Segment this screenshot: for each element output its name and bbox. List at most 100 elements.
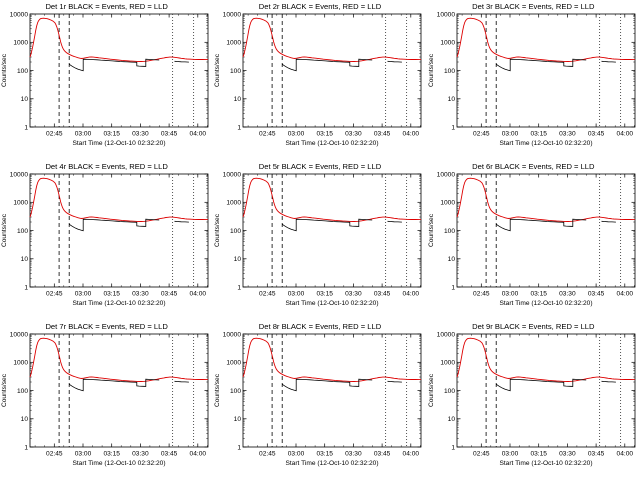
svg-text:Counts/sec: Counts/sec [1,53,8,87]
svg-text:1000: 1000 [227,360,242,367]
svg-text:Start Time (12-Oct-10 02:32:20: Start Time (12-Oct-10 02:32:20) [499,300,592,307]
svg-text:1000: 1000 [13,360,28,367]
panel-title: Det 1r BLACK = Events, RED = LLD [45,2,168,11]
svg-text:Counts/sec: Counts/sec [214,373,221,407]
svg-text:03:30: 03:30 [132,131,149,138]
plot-det-5r: 1 10 100 1000 10000 02:45 03:00 03:15 03:30 03:45… [214,171,422,307]
svg-text:02:45: 02:45 [473,291,490,298]
svg-text:10: 10 [21,96,29,103]
detector-panel: Det 3r BLACK = Events, RED = LLD 1 10 100 1… [427,0,640,160]
svg-text:1: 1 [238,124,242,131]
svg-text:03:15: 03:15 [530,131,547,138]
detector-panel: Det 9r BLACK = Events, RED = LLD 1 10 100 1… [427,320,640,480]
svg-text:Start Time (12-Oct-10 02:32:20: Start Time (12-Oct-10 02:32:20) [286,300,379,307]
svg-text:1: 1 [238,284,242,291]
svg-text:Counts/sec: Counts/sec [214,213,221,247]
panel-title: Det 6r BLACK = Events, RED = LLD [472,162,595,171]
svg-text:03:45: 03:45 [161,131,178,138]
svg-text:10: 10 [234,96,242,103]
panel-title: Det 2r BLACK = Events, RED = LLD [258,2,382,11]
svg-text:100: 100 [230,68,241,75]
svg-text:04:00: 04:00 [403,451,420,458]
detector-panel: Det 4r BLACK = Events, RED = LLD 1 10 100 1… [0,160,213,320]
svg-text:03:45: 03:45 [587,291,604,298]
svg-text:03:30: 03:30 [559,451,576,458]
svg-text:Counts/sec: Counts/sec [428,373,435,407]
svg-text:03:15: 03:15 [530,291,547,298]
svg-text:100: 100 [444,228,455,235]
svg-text:Counts/sec: Counts/sec [1,213,8,247]
svg-text:03:45: 03:45 [161,291,178,298]
svg-text:03:15: 03:15 [317,131,334,138]
svg-text:03:00: 03:00 [288,451,305,458]
svg-text:03:30: 03:30 [345,131,362,138]
plot-det-6r: 1 10 100 1000 10000 02:45 03:00 03:15 03:30 03:45… [428,171,636,307]
svg-text:04:00: 04:00 [403,131,420,138]
svg-text:03:15: 03:15 [103,131,120,138]
svg-text:03:15: 03:15 [317,451,334,458]
detector-panel: Det 6r BLACK = Events, RED = LLD 1 10 100 1… [427,160,640,320]
panel-title: Det 4r BLACK = Events, RED = LLD [45,162,168,171]
panel-title: Det 5r BLACK = Events, RED = LLD [258,162,382,171]
panel-title: Det 3r BLACK = Events, RED = LLD [472,2,595,11]
svg-text:1: 1 [238,444,242,451]
svg-text:04:00: 04:00 [616,131,633,138]
svg-text:02:45: 02:45 [46,451,63,458]
svg-text:10: 10 [21,416,29,423]
svg-text:02:45: 02:45 [259,291,276,298]
svg-text:03:00: 03:00 [288,131,305,138]
svg-text:Start Time (12-Oct-10 02:32:20: Start Time (12-Oct-10 02:32:20) [72,300,165,307]
svg-text:1000: 1000 [440,40,455,47]
svg-text:03:00: 03:00 [288,291,305,298]
svg-text:10000: 10000 [10,331,29,338]
svg-text:04:00: 04:00 [616,451,633,458]
svg-text:03:15: 03:15 [317,291,334,298]
svg-text:Start Time (12-Oct-10 02:32:20: Start Time (12-Oct-10 02:32:20) [499,460,592,467]
panel-title: Det 8r BLACK = Events, RED = LLD [258,322,382,331]
svg-text:03:15: 03:15 [103,291,120,298]
svg-text:1: 1 [24,124,28,131]
svg-text:04:00: 04:00 [190,291,207,298]
detector-panel: Det 1r BLACK = Events, RED = LLD 1 10 100 1… [0,0,213,160]
svg-text:03:00: 03:00 [75,291,92,298]
svg-text:100: 100 [444,68,455,75]
svg-text:03:15: 03:15 [530,451,547,458]
svg-text:1000: 1000 [227,200,242,207]
svg-text:02:45: 02:45 [473,451,490,458]
svg-text:02:45: 02:45 [473,131,490,138]
svg-text:02:45: 02:45 [46,291,63,298]
svg-text:10: 10 [447,96,455,103]
svg-text:Start Time (12-Oct-10 02:32:20: Start Time (12-Oct-10 02:32:20) [72,460,165,467]
svg-text:04:00: 04:00 [616,291,633,298]
svg-text:10: 10 [234,416,242,423]
panel-title: Det 9r BLACK = Events, RED = LLD [472,322,595,331]
svg-text:1: 1 [24,444,28,451]
svg-text:100: 100 [230,228,241,235]
svg-text:03:45: 03:45 [374,451,391,458]
plot-det-4r: 1 10 100 1000 10000 02:45 03:00 03:15 03:30 03:45… [1,171,209,307]
svg-text:Start Time (12-Oct-10 02:32:20: Start Time (12-Oct-10 02:32:20) [286,140,379,147]
svg-text:03:45: 03:45 [161,451,178,458]
svg-text:10: 10 [447,256,455,263]
svg-text:02:45: 02:45 [259,131,276,138]
svg-text:03:30: 03:30 [559,291,576,298]
detector-panel: Det 8r BLACK = Events, RED = LLD 1 10 100 1… [213,320,426,480]
svg-text:10000: 10000 [436,11,455,18]
svg-text:03:00: 03:00 [501,291,518,298]
svg-text:04:00: 04:00 [190,131,207,138]
svg-text:100: 100 [444,388,455,395]
svg-text:03:45: 03:45 [587,131,604,138]
svg-text:10000: 10000 [10,11,29,18]
plot-det-1r: 1 10 100 1000 10000 02:45 03:00 03:15 03:30 03:45… [1,11,209,147]
svg-text:1: 1 [451,284,455,291]
svg-text:100: 100 [17,68,28,75]
svg-text:10000: 10000 [223,171,242,178]
svg-text:03:45: 03:45 [587,451,604,458]
svg-text:Counts/sec: Counts/sec [1,373,8,407]
plot-det-2r: 1 10 100 1000 10000 02:45 03:00 03:15 03:30 03:45… [214,11,422,147]
svg-text:1000: 1000 [227,40,242,47]
svg-text:03:30: 03:30 [132,291,149,298]
svg-text:1: 1 [451,124,455,131]
svg-text:1: 1 [451,444,455,451]
svg-text:Start Time (12-Oct-10 02:32:20: Start Time (12-Oct-10 02:32:20) [499,140,592,147]
